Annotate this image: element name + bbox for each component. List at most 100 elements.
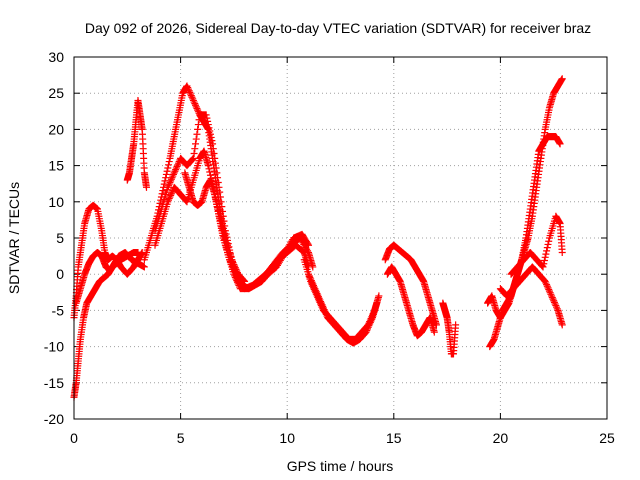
data-point	[206, 127, 214, 135]
data-point	[319, 304, 327, 312]
data-point	[228, 262, 236, 270]
data-point	[205, 124, 213, 132]
data-point	[167, 191, 175, 199]
data-point	[205, 165, 213, 173]
data-point	[164, 198, 172, 206]
data-point	[194, 125, 202, 133]
data-point	[553, 305, 561, 313]
x-tick-label: 0	[70, 430, 78, 446]
data-point	[309, 263, 317, 271]
y-tick-label: 15	[48, 158, 64, 174]
data-point	[228, 261, 236, 269]
series-track-k	[383, 263, 438, 340]
data-point	[305, 270, 313, 278]
series-track-j	[381, 241, 440, 329]
data-point	[552, 302, 560, 310]
data-point	[542, 250, 550, 258]
data-point	[312, 288, 320, 296]
data-point	[165, 158, 173, 166]
data-point	[213, 169, 221, 177]
data-point	[452, 321, 460, 329]
data-point	[166, 193, 174, 201]
data-point	[365, 322, 373, 330]
data-point	[551, 300, 559, 308]
data-point	[191, 100, 199, 108]
data-point	[305, 241, 313, 249]
data-point	[210, 150, 218, 158]
data-points	[70, 75, 566, 401]
data-point	[543, 244, 551, 252]
data-point	[315, 294, 323, 302]
y-tick-label: -5	[52, 302, 65, 318]
data-point	[193, 104, 201, 112]
data-point	[310, 283, 318, 291]
data-point	[375, 292, 383, 300]
data-point	[204, 162, 212, 170]
data-point	[226, 256, 234, 264]
data-point	[314, 291, 322, 299]
data-point	[189, 96, 197, 104]
data-point	[317, 298, 325, 306]
data-point	[165, 182, 173, 190]
data-point	[214, 174, 222, 182]
data-point	[556, 140, 564, 148]
series-track-g	[181, 169, 313, 293]
data-point	[184, 85, 192, 93]
data-point	[167, 190, 175, 198]
data-point	[206, 168, 214, 176]
data-point	[193, 130, 201, 138]
series-track-l	[439, 299, 460, 358]
data-point	[322, 309, 330, 317]
data-point	[204, 117, 212, 125]
data-point	[174, 159, 182, 167]
y-tick-label: -20	[44, 411, 64, 427]
data-point	[208, 137, 216, 145]
data-point	[206, 130, 214, 138]
data-point	[187, 90, 195, 98]
data-point	[231, 267, 239, 275]
data-point	[314, 293, 322, 301]
data-point	[541, 253, 549, 261]
data-point	[318, 301, 326, 309]
data-point	[189, 95, 197, 103]
data-point	[188, 156, 196, 164]
data-point	[543, 282, 551, 290]
data-point	[432, 321, 440, 329]
data-point	[182, 197, 190, 205]
data-point	[192, 103, 200, 111]
data-point	[168, 188, 176, 196]
data-point	[550, 298, 558, 306]
y-tick-label: -10	[44, 339, 64, 355]
data-point	[364, 323, 372, 331]
data-point	[216, 188, 224, 196]
data-point	[165, 195, 173, 203]
data-point	[543, 247, 551, 255]
data-point	[373, 299, 381, 307]
data-point	[558, 321, 566, 329]
data-point	[304, 240, 312, 248]
plot-frame	[73, 56, 608, 420]
data-point	[191, 145, 199, 153]
data-point	[207, 133, 215, 141]
series-track-q	[123, 96, 150, 191]
series-track-c	[72, 248, 148, 307]
data-point	[545, 285, 553, 293]
data-point	[192, 135, 200, 143]
data-point	[172, 164, 180, 172]
data-point	[308, 278, 316, 286]
data-point	[204, 121, 212, 129]
data-point	[558, 75, 566, 83]
data-point	[544, 284, 552, 292]
data-point	[226, 257, 234, 265]
y-tick-label: -15	[44, 375, 64, 391]
data-point	[316, 296, 324, 304]
series-track-p	[507, 212, 566, 278]
data-point	[172, 166, 180, 174]
data-point	[167, 177, 175, 185]
data-point	[162, 170, 170, 178]
data-point	[190, 98, 198, 106]
data-point	[165, 180, 173, 188]
data-point	[187, 92, 195, 100]
chart-title: Day 092 of 2026, Sidereal Day-to-day VTE…	[85, 20, 591, 36]
